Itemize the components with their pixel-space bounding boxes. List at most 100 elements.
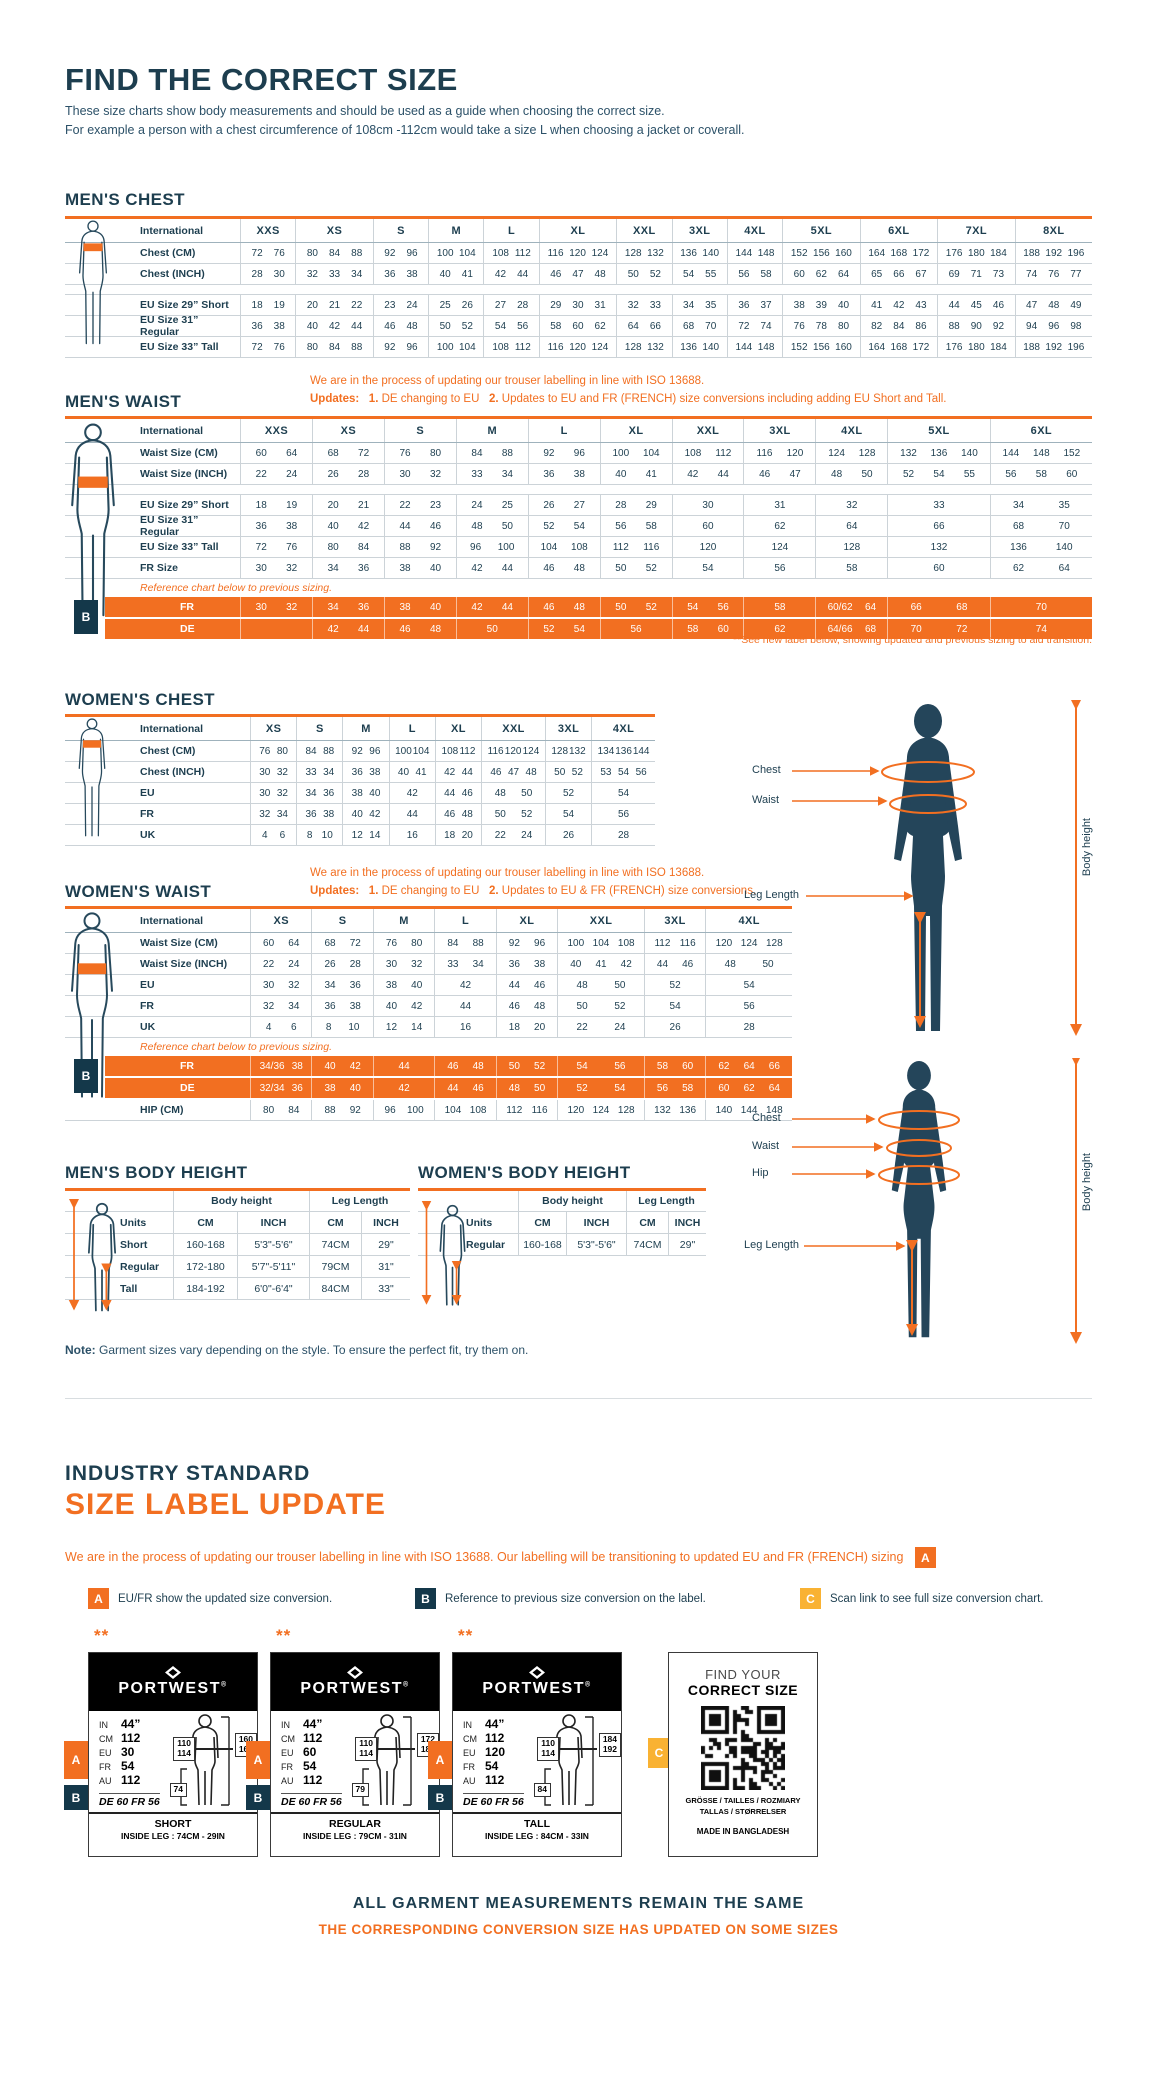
size-cell: 164 168 172 <box>859 337 937 357</box>
mens-waist-footnote: **See new label below, showing updated a… <box>733 634 1092 646</box>
womens-chest-table: International XS S M L XL XXL 3XL 4XL Chest (CM) 7… <box>65 714 655 846</box>
size-cell: 26 <box>544 825 591 845</box>
size-cell: 46 48 <box>372 316 428 336</box>
table-row: Waist Size (INCH) 22 24 26 28 30 32 33 34 36 38 40 4… <box>65 954 792 975</box>
size-cell: 50 52 <box>481 804 545 824</box>
size-cell: 64 <box>815 516 887 536</box>
size-cell: 176 180 184 <box>937 337 1014 357</box>
size-cell: 80 84 <box>311 537 384 557</box>
portwest-diamond-icon <box>529 1666 545 1679</box>
male-body-height-label: Body height <box>1081 818 1093 877</box>
size-cell: 56 58 <box>643 1078 705 1098</box>
row-label: Waist Size (INCH) <box>140 468 228 480</box>
table-row: FR Size 30 32 34 36 38 40 42 44 46 48 50 52 54 56 58 60 6… <box>65 558 1092 579</box>
note-label: Note: <box>65 1343 96 1357</box>
table-row: Chest (INCH) 30 32 33 34 36 38 40 41 42 44 46 47 48 50… <box>65 762 655 783</box>
size-cell: 29 30 31 <box>538 295 616 315</box>
size-table: International XS S M L XL XXL 3XL 4XL Chest (CM) 7… <box>65 714 655 846</box>
previous-sizing: DE 60 FR 56 <box>281 1793 342 1808</box>
size-cell: 68 72 <box>311 443 384 463</box>
size-cell: 50 52 <box>616 264 671 284</box>
size-column-header: XL <box>434 717 481 740</box>
qr-panel: FIND YOUR CORRECT SIZE GRÖSSE / TAILLES … <box>668 1652 818 1857</box>
size-cell: 128 <box>815 537 887 557</box>
fit-name: SHORT <box>154 1818 192 1830</box>
size-cell: 54 56 <box>671 597 744 617</box>
size-cell: 50 52 <box>495 1056 557 1076</box>
row-label: EU Size 31” Regular <box>140 514 199 538</box>
update-1-num: 1. <box>368 393 379 406</box>
size-cell: 46 48 <box>434 1056 495 1076</box>
size-cell: 34 36 <box>311 597 384 617</box>
size-cell: 38 40 <box>383 558 456 578</box>
size-cell: 44 45 46 <box>937 295 1014 315</box>
reference-note: Reference chart below to previous sizing… <box>140 1041 333 1053</box>
registered-mark: ® <box>585 1681 592 1689</box>
size-cell: 18 20 <box>434 825 481 845</box>
size-column-header: M <box>455 419 528 442</box>
size-cell: 108 112 <box>671 443 744 463</box>
size-cell: 92 96 <box>372 337 428 357</box>
size-cell: 94 96 98 <box>1014 316 1092 336</box>
badge-c: C <box>648 1738 670 1768</box>
size-cell: 50 52 <box>557 996 644 1016</box>
badge-b: B <box>74 600 98 634</box>
size-cell: 54 <box>643 996 705 1016</box>
size-column-header: XXL <box>557 909 644 932</box>
size-cell: 46 48 <box>383 619 456 639</box>
size-cell: 164 168 172 <box>859 243 937 263</box>
label-measure-row: FR 54 <box>463 1759 499 1773</box>
size-cell: 46 48 <box>434 804 481 824</box>
womens-waist-note: We are in the process of updating our tr… <box>310 864 1090 901</box>
size-cell: 62 64 <box>989 558 1092 578</box>
table-row: EU Size 29” Short 18 19 20 21 22 23 24 25 26 27 28 2… <box>65 295 1092 316</box>
registered-mark: ® <box>221 1681 228 1689</box>
table-row: FR 30 32 34 36 38 40 42 44 46 48 50 52 54 56 58 60/62 64 6… <box>74 597 1092 634</box>
size-column-header: 6XL <box>859 219 937 242</box>
womens-waist-table: International XS S M L XL XXL 3XL 4XL Waist Size … <box>65 906 792 1121</box>
size-cell: 34 35 <box>671 295 727 315</box>
size-cell: 70 <box>989 597 1092 617</box>
table-row: FR 32 34 36 38 40 42 44 46 48 50 52 54 56 <box>65 996 792 1017</box>
size-cell: 52 54 55 <box>887 464 989 484</box>
table-row: EU Size 31” Regular 36 38 40 42 44 46 48 50 52 54 5… <box>65 314 1092 338</box>
size-cell: 30 32 <box>240 558 312 578</box>
size-column-header: XXL <box>481 717 545 740</box>
portwest-diamond-icon <box>165 1666 181 1679</box>
fit-name: TALL <box>523 1818 551 1830</box>
size-cell: 56 <box>591 804 655 824</box>
leg-length-group: Leg Length <box>309 1191 410 1211</box>
size-column-header: XS <box>295 219 372 242</box>
row-label: EU Size 31” Regular <box>140 314 199 338</box>
size-column-header: S <box>372 219 428 242</box>
size-cell: 72 74 <box>726 316 782 336</box>
size-column-header: XL <box>599 419 672 442</box>
intro-line-1: These size charts show body measurements… <box>65 104 665 118</box>
row-label: EU <box>140 979 155 991</box>
footer-line-2: THE CORRESPONDING CONVERSION SIZE HAS UP… <box>318 1922 839 1937</box>
waist-measure-box: 110 114 <box>173 1737 195 1761</box>
size-cell: 80 84 88 <box>295 243 372 263</box>
label-column-header: International <box>140 914 204 927</box>
size-cell: 26 28 <box>311 464 384 484</box>
size-cell: 116 120 <box>743 443 815 463</box>
label-measure-row: EU 30 <box>99 1745 135 1759</box>
mens-waist-heading: MEN'S WAIST <box>65 392 182 411</box>
size-cell: 74 <box>989 619 1092 639</box>
size-cell: 8 10 <box>311 1017 372 1037</box>
update-1-text: DE changing to EU <box>381 885 480 898</box>
size-cell: 69 71 73 <box>937 264 1014 284</box>
size-cell: 27 28 <box>483 295 538 315</box>
size-cell: 44 46 <box>434 1078 495 1098</box>
size-cell: 38 40 <box>383 597 456 617</box>
row-label: EU <box>140 787 155 799</box>
size-cell: 140 144 148 <box>705 1100 792 1120</box>
mens-body-height-table: Body height Leg Length Units CM INCH CM … <box>65 1188 410 1312</box>
size-cell: 60 64 <box>240 443 312 463</box>
size-cell: 36 38 <box>527 464 600 484</box>
male-diagram-annotations <box>792 700 1082 1036</box>
size-cell: 76 78 80 <box>782 316 859 336</box>
size-cell: 24 25 <box>455 495 528 515</box>
size-cell: 116 120 124 <box>481 741 545 761</box>
